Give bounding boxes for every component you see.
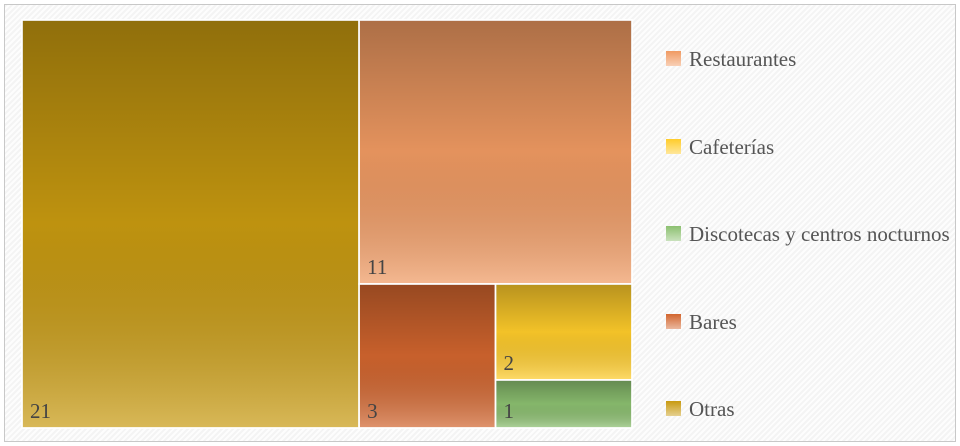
value-label: 1 bbox=[504, 399, 514, 423]
legend-swatch bbox=[666, 51, 681, 66]
legend-swatch bbox=[666, 313, 681, 329]
legend-item: Discotecas y centros nocturnos bbox=[666, 219, 956, 249]
legend-item: Restaurantes bbox=[666, 44, 956, 74]
legend-label: Bares bbox=[689, 309, 737, 334]
value-label: 11 bbox=[367, 255, 387, 279]
cell-shade bbox=[494, 379, 633, 429]
value-label: 2 bbox=[504, 351, 514, 375]
legend-label: Restaurantes bbox=[689, 47, 797, 71]
value-label: 3 bbox=[367, 399, 378, 423]
cell-shade bbox=[494, 283, 633, 381]
legend-label: Otras bbox=[689, 397, 735, 421]
legend-item: Bares bbox=[666, 307, 956, 337]
cell-shade bbox=[358, 19, 633, 285]
legend-label: Discotecas y centros nocturnos bbox=[689, 222, 950, 246]
legend-item: Otras bbox=[666, 394, 956, 424]
legend-swatch bbox=[666, 226, 681, 241]
legend: Restaurantes Cafeterías Discotecas y centr… bbox=[666, 44, 956, 424]
value-label: 21 bbox=[30, 399, 51, 423]
cell-shade bbox=[21, 19, 360, 429]
legend-swatch bbox=[666, 138, 681, 154]
cell-shade bbox=[358, 283, 497, 429]
legend-swatch bbox=[666, 401, 681, 416]
legend-label: Cafeterías bbox=[689, 134, 775, 159]
legend-item: Cafeterías bbox=[666, 132, 956, 162]
